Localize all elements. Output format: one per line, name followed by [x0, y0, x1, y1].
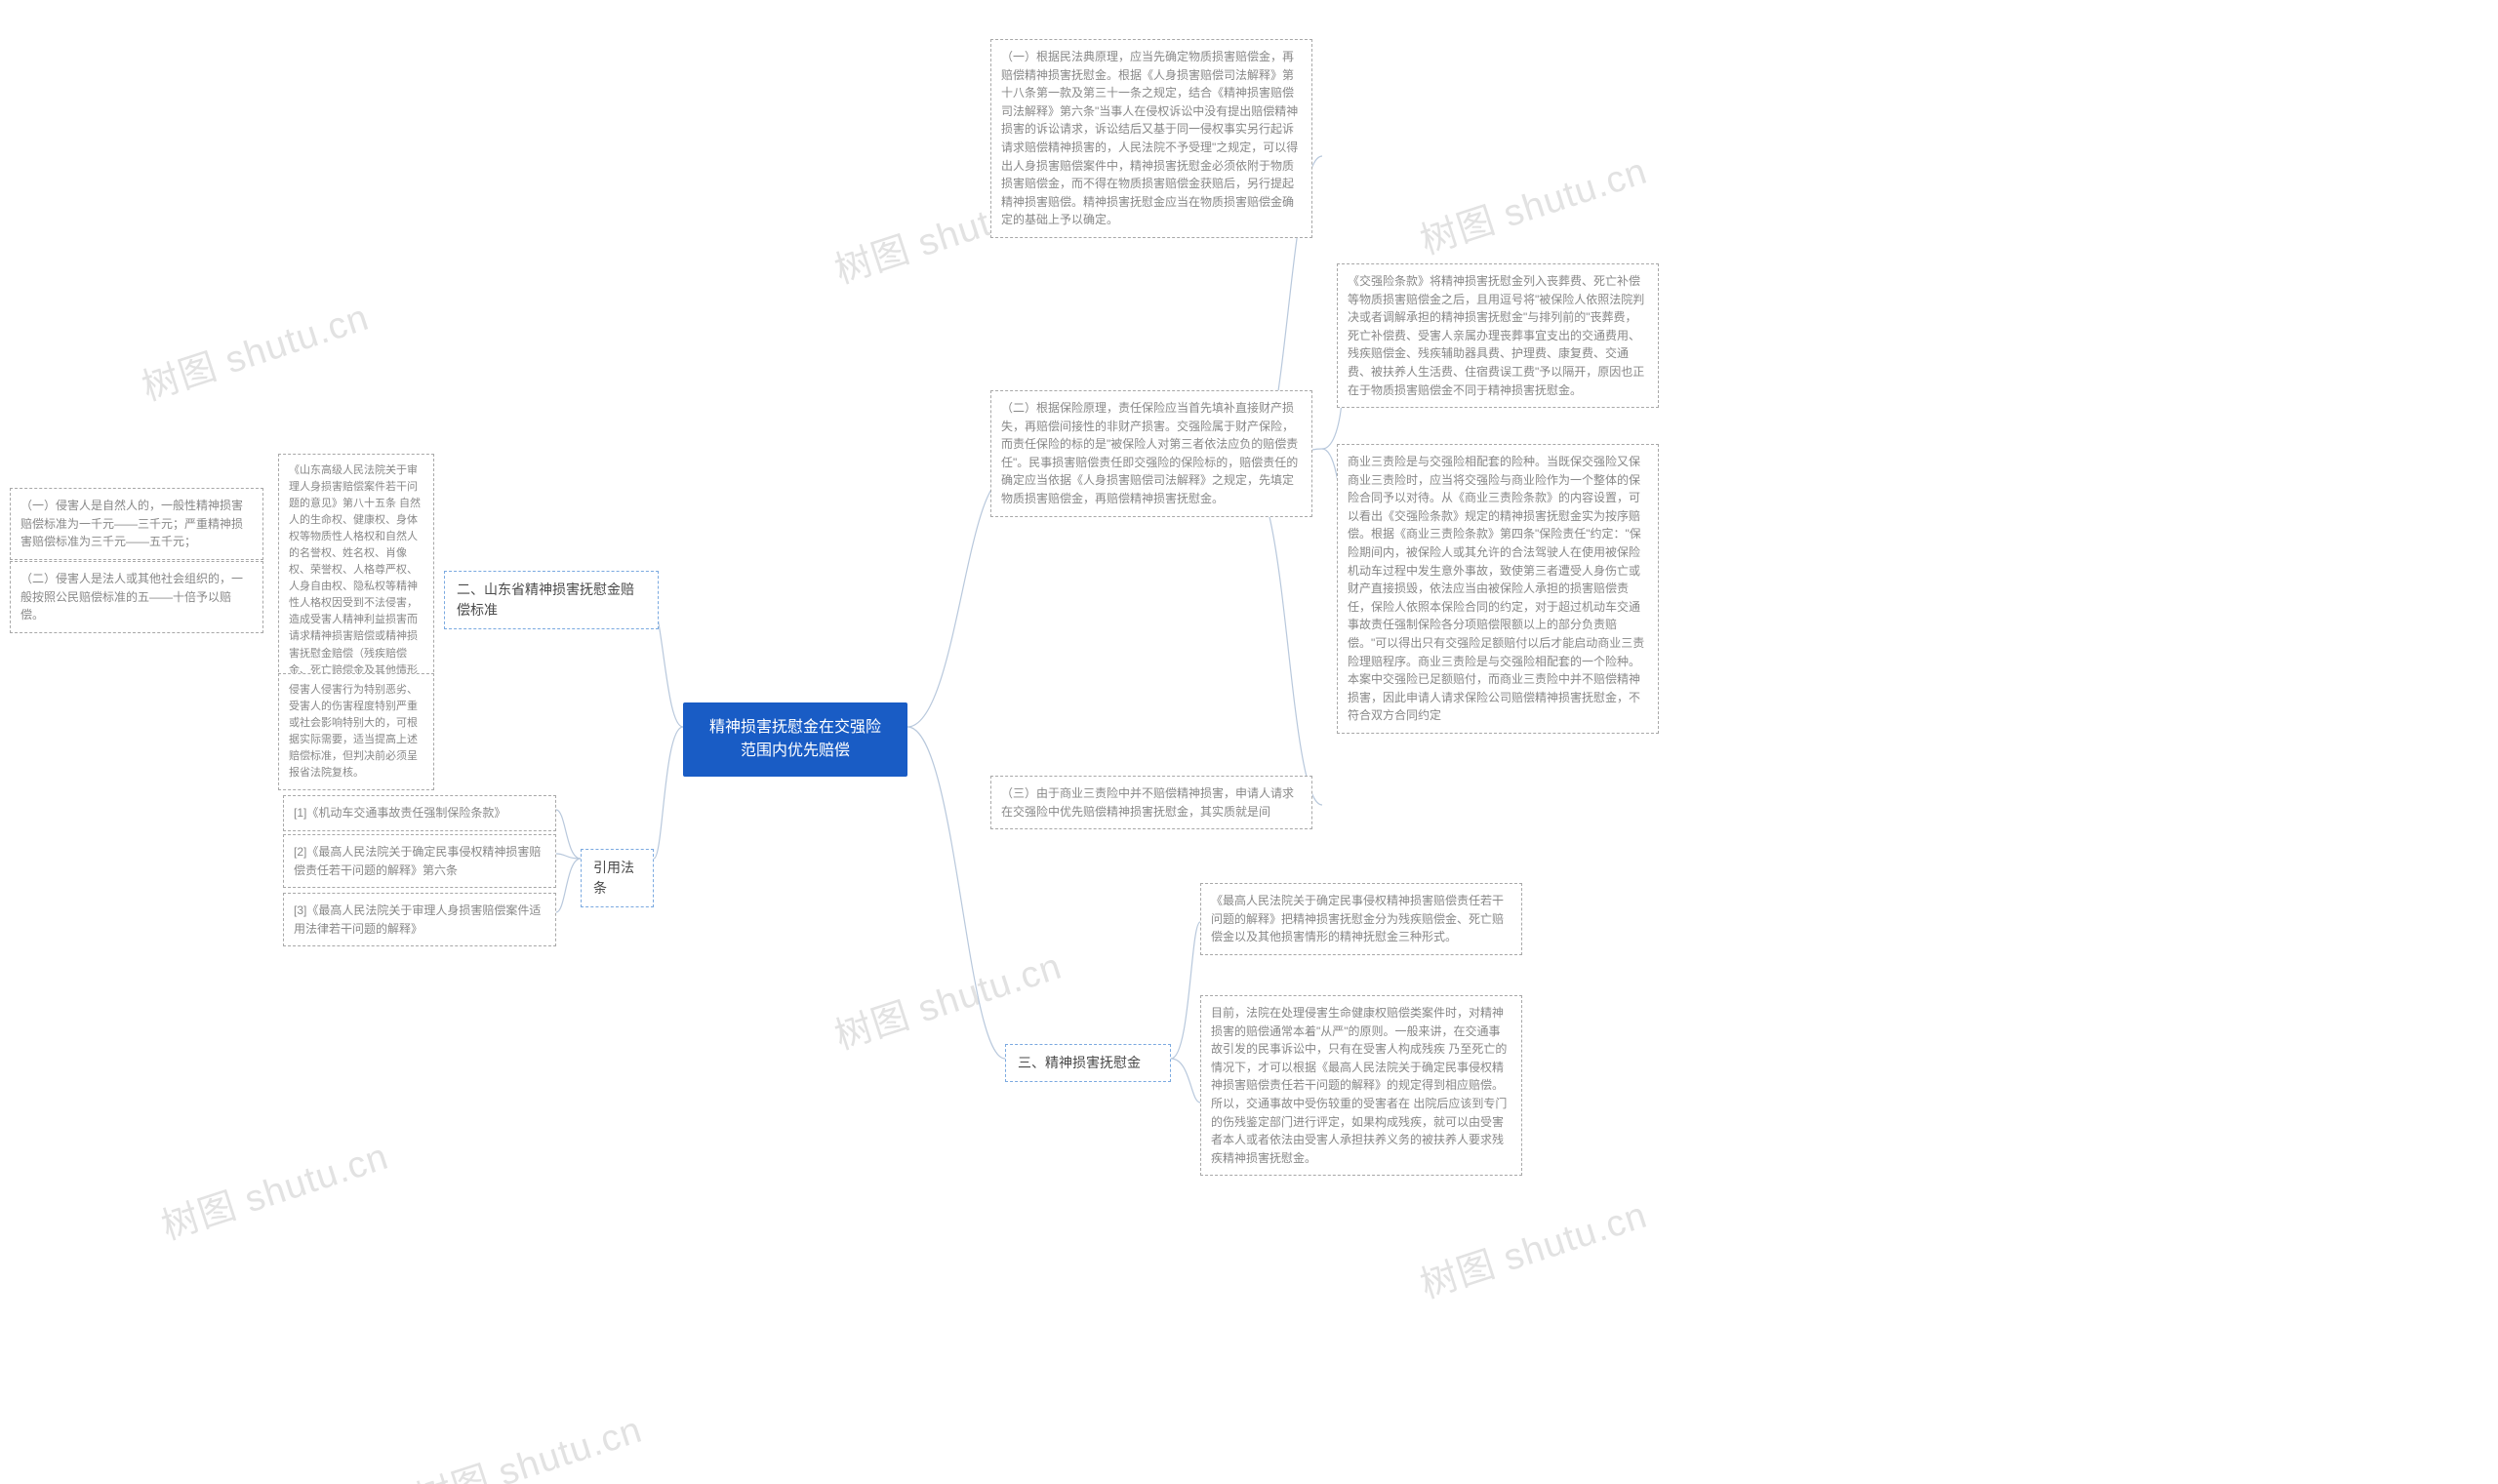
watermark: 树图 shutu.cn — [153, 1126, 393, 1250]
leaf-node: [2]《最高人民法院关于确定民事侵权精神损害赔偿责任若干问题的解释》第六条 — [283, 834, 556, 888]
leaf-node: （二）侵害人是法人或其他社会组织的，一般按照公民赔偿标准的五——十倍予以赔偿。 — [10, 561, 263, 633]
leaf-node: （一）根据民法典原理，应当先确定物质损害赔偿金，再赔偿精神损害抚慰金。根据《人身… — [990, 39, 1312, 238]
leaf-node: [3]《最高人民法院关于审理人身损害赔偿案件适用法律若干问题的解释》 — [283, 893, 556, 946]
leaf-node: 商业三责险是与交强险相配套的险种。当既保交强险又保商业三责险时，应当将交强险与商… — [1337, 444, 1659, 734]
center-node: 精神损害抚慰金在交强险范围内优先赔偿 — [683, 702, 907, 777]
leaf-node: （二）根据保险原理，责任保险应当首先填补直接财产损失，再赔偿间接性的非财产损害。… — [990, 390, 1312, 517]
leaf-node: 《最高人民法院关于确定民事侵权精神损害赔偿责任若干问题的解释》把精神损害抚慰金分… — [1200, 883, 1522, 955]
branch-node-section-2: 二、山东省精神损害抚慰金赔偿标准 — [444, 571, 659, 629]
branch-node-references: 引用法条 — [581, 849, 654, 907]
leaf-node: 目前，法院在处理侵害生命健康权赔偿类案件时，对精神损害的赔偿通常本着"从严"的原… — [1200, 995, 1522, 1176]
watermark: 树图 shutu.cn — [1412, 1184, 1652, 1308]
watermark: 树图 shutu.cn — [134, 287, 374, 411]
watermark: 树图 shutu.cn — [407, 1399, 647, 1484]
watermark: 树图 shutu.cn — [1412, 140, 1652, 264]
branch-node-section-3: 三、精神损害抚慰金 — [1005, 1044, 1171, 1082]
watermark: 树图 shutu.cn — [826, 936, 1067, 1060]
leaf-node: [1]《机动车交通事故责任强制保险条款》 — [283, 795, 556, 831]
leaf-node: （一）侵害人是自然人的，一般性精神损害赔偿标准为一千元——三千元；严重精神损害赔… — [10, 488, 263, 560]
leaf-node: 《交强险条款》将精神损害抚慰金列入丧葬费、死亡补偿等物质损害赔偿金之后，且用逗号… — [1337, 263, 1659, 408]
leaf-node: （三）由于商业三责险中并不赔偿精神损害，申请人请求在交强险中优先赔偿精神损害抚慰… — [990, 776, 1312, 829]
leaf-node: 侵害人侵害行为特别恶劣、受害人的伤害程度特别严重或社会影响特别大的，可根据实际需… — [278, 673, 434, 790]
